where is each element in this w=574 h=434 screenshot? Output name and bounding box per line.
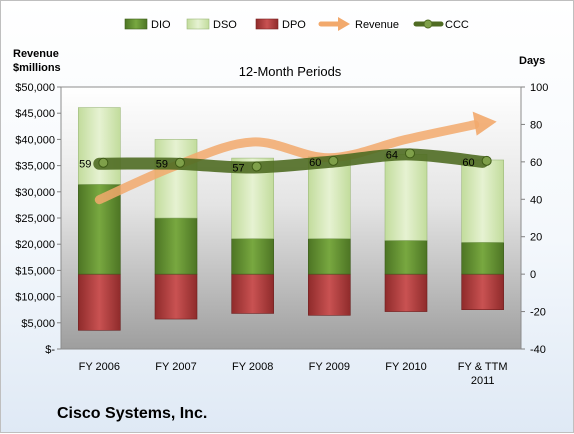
ccc-point <box>405 148 415 159</box>
legend-item-dso: DSO <box>186 18 237 31</box>
lines-layer: 59 59 57 60 64 60 <box>79 111 497 205</box>
right-axis-tick-label: 40 <box>530 194 542 206</box>
legend-swatch-revenue-arrowhead <box>338 17 350 31</box>
bar-dpo <box>308 273 351 316</box>
ccc-data-label: 57 <box>232 162 244 174</box>
right-axis-tick-label: 20 <box>530 232 542 244</box>
left-axis-tick-label: $25,000 <box>15 213 55 225</box>
bar-dpo <box>461 273 504 310</box>
ccc-data-label: 59 <box>79 159 91 171</box>
left-axis-title-line1: Revenue <box>13 48 59 60</box>
legend-item-dio: DIO <box>124 18 171 31</box>
category-label: FY & TTM <box>458 361 508 373</box>
company-name: Cisco Systems, Inc. <box>57 405 208 422</box>
legend-label-dso: DSO <box>213 19 237 31</box>
legend-label-revenue: Revenue <box>355 19 399 31</box>
ccc-point <box>251 161 262 172</box>
chart-title: 12-Month Periods <box>239 64 342 79</box>
category-label: FY 2009 <box>309 361 350 373</box>
left-axis-tick-label: $50,000 <box>15 82 55 94</box>
bar-dso <box>78 107 121 185</box>
legend: DIO DSO DPO Revenue CCC <box>124 17 469 31</box>
ccc-data-label: 60 <box>309 157 321 169</box>
category-label: FY 2010 <box>385 361 426 373</box>
bar-dpo <box>154 273 198 320</box>
right-axis-tick-label: 0 <box>530 269 536 281</box>
ccc-point <box>175 157 185 168</box>
legend-label-dio: DIO <box>151 19 171 31</box>
revenue-arrowhead <box>472 111 497 136</box>
category-label: FY 2007 <box>155 361 196 373</box>
left-axis-tick-label: $30,000 <box>15 187 55 199</box>
left-axis-tick-label: $5,000 <box>21 318 55 330</box>
bar-dpo <box>384 273 428 312</box>
right-axis-tick-label: 80 <box>530 119 542 131</box>
left-axis-tick-label: $- <box>45 344 55 356</box>
right-axis-tick-label: 100 <box>530 82 548 94</box>
legend-swatch-dso <box>186 18 210 30</box>
legend-label-ccc: CCC <box>445 19 469 31</box>
bar-dpo <box>78 273 121 331</box>
right-axis-title: Days <box>519 55 545 67</box>
bar-dio <box>461 242 504 275</box>
bar-dio <box>154 217 198 275</box>
right-axis-tick-label: -20 <box>530 307 546 319</box>
revenue-line <box>94 120 480 205</box>
bar-dso <box>384 154 428 241</box>
ccc-data-label: 60 <box>462 157 474 169</box>
bar-dio <box>231 238 274 275</box>
ccc-point <box>98 157 109 168</box>
legend-swatch-dpo <box>255 18 279 30</box>
bar-dio <box>308 238 351 275</box>
legend-item-dpo: DPO <box>255 18 306 31</box>
right-axis-tick-label: 60 <box>530 157 542 169</box>
category-label: 2011 <box>471 375 495 387</box>
legend-swatch-ccc-marker <box>423 19 433 29</box>
left-axis-tick-label: $45,000 <box>15 108 55 120</box>
bar-dso <box>461 159 504 243</box>
left-axis-tick-label: $15,000 <box>15 265 55 277</box>
right-axis-tick-label: -40 <box>530 344 546 356</box>
legend-item-ccc: CCC <box>413 19 469 31</box>
legend-swatch-dio <box>124 18 148 30</box>
left-axis-tick-label: $35,000 <box>15 161 55 173</box>
bar-dio <box>384 240 428 275</box>
category-label: FY 2006 <box>79 361 120 373</box>
bar-dpo <box>231 273 274 314</box>
ccc-point <box>328 155 339 166</box>
ccc-point <box>481 155 492 166</box>
left-axis-title-line2: $millions <box>13 62 61 74</box>
legend-label-dpo: DPO <box>282 19 306 31</box>
bar-dso <box>154 139 198 219</box>
axes-layer: $- $5,000 $10,000 $15,000 $20,000 $25,000 $30,… <box>15 82 548 387</box>
left-axis-tick-label: $20,000 <box>15 239 55 251</box>
ccc-data-label: 59 <box>156 159 168 171</box>
bars-layer <box>78 107 504 331</box>
left-axis-tick-label: $40,000 <box>15 134 55 146</box>
left-axis-tick-label: $10,000 <box>15 292 55 304</box>
bar-dso <box>308 155 351 239</box>
ccc-data-label: 64 <box>386 149 398 161</box>
legend-item-revenue: Revenue <box>318 17 399 31</box>
category-label: FY 2008 <box>232 361 273 373</box>
